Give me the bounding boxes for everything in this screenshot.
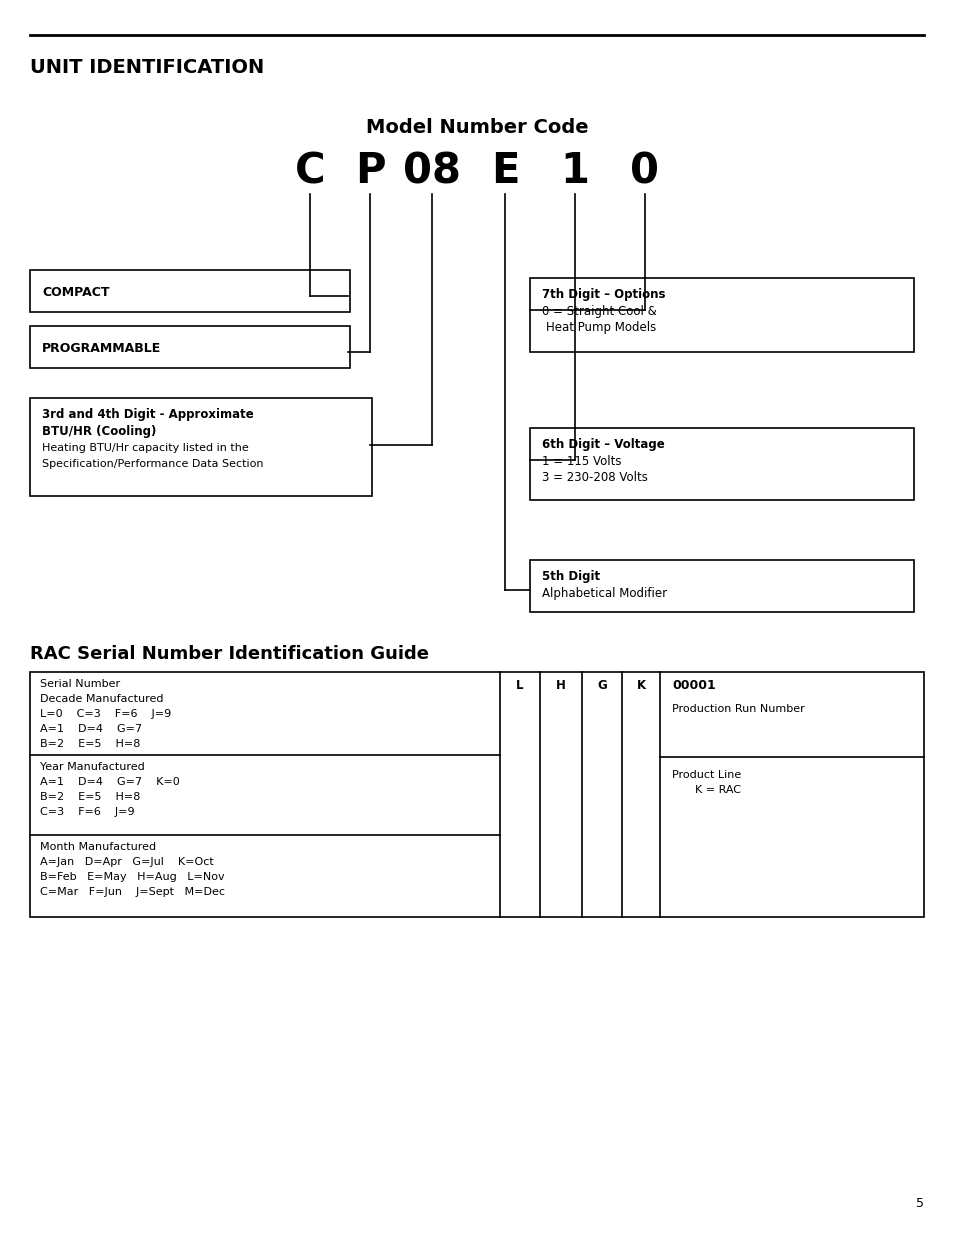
Text: 0 = Straight Cool &: 0 = Straight Cool & [541, 305, 656, 317]
Text: B=Feb   E=May   H=Aug   L=Nov: B=Feb E=May H=Aug L=Nov [40, 872, 224, 882]
Text: PROGRAMMABLE: PROGRAMMABLE [42, 342, 161, 356]
Text: Alphabetical Modifier: Alphabetical Modifier [541, 587, 666, 600]
Text: C=3    F=6    J=9: C=3 F=6 J=9 [40, 806, 134, 818]
Text: A=Jan   D=Apr   G=Jul    K=Oct: A=Jan D=Apr G=Jul K=Oct [40, 857, 213, 867]
Text: 3rd and 4th Digit - Approximate: 3rd and 4th Digit - Approximate [42, 408, 253, 421]
Bar [530, 429, 913, 500]
Text: Specification/Performance Data Section: Specification/Performance Data Section [42, 459, 263, 469]
Bar [30, 398, 372, 496]
Text: 5th Digit: 5th Digit [541, 571, 599, 583]
Text: Decade Manufactured: Decade Manufactured [40, 694, 163, 704]
Text: C: C [294, 149, 325, 191]
Text: RAC Serial Number Identification Guide: RAC Serial Number Identification Guide [30, 645, 429, 663]
Text: Product Line: Product Line [671, 769, 740, 781]
Text: A=1    D=4    G=7    K=0: A=1 D=4 G=7 K=0 [40, 777, 179, 787]
Text: K = RAC: K = RAC [695, 785, 740, 795]
Text: 08: 08 [402, 149, 460, 191]
Text: 1 = 115 Volts: 1 = 115 Volts [541, 454, 620, 468]
Text: Serial Number: Serial Number [40, 679, 120, 689]
Text: B=2    E=5    H=8: B=2 E=5 H=8 [40, 792, 140, 802]
Text: Production Run Number: Production Run Number [671, 704, 804, 714]
Text: 1: 1 [560, 149, 589, 191]
Text: E: E [490, 149, 518, 191]
Text: 7th Digit – Options: 7th Digit – Options [541, 288, 665, 301]
Text: K: K [636, 679, 645, 692]
Text: 5: 5 [915, 1197, 923, 1210]
Bar [530, 278, 913, 352]
Text: COMPACT: COMPACT [42, 287, 110, 300]
Text: BTU/HR (Cooling): BTU/HR (Cooling) [42, 425, 156, 438]
Bar [30, 270, 350, 312]
Text: 3 = 230-208 Volts: 3 = 230-208 Volts [541, 471, 647, 484]
Text: B=2    E=5    H=8: B=2 E=5 H=8 [40, 739, 140, 748]
Text: C=Mar   F=Jun    J=Sept   M=Dec: C=Mar F=Jun J=Sept M=Dec [40, 887, 225, 897]
Text: H: H [556, 679, 565, 692]
Bar [30, 326, 350, 368]
Text: L=0    C=3    F=6    J=9: L=0 C=3 F=6 J=9 [40, 709, 172, 719]
Text: 6th Digit – Voltage: 6th Digit – Voltage [541, 438, 664, 451]
Text: 0: 0 [630, 149, 659, 191]
Text: Model Number Code: Model Number Code [365, 119, 588, 137]
Text: Heat Pump Models: Heat Pump Models [545, 321, 656, 333]
Text: L: L [516, 679, 523, 692]
Text: Month Manufactured: Month Manufactured [40, 842, 156, 852]
Text: A=1    D=4    G=7: A=1 D=4 G=7 [40, 724, 142, 734]
Bar [530, 559, 913, 613]
Text: G: G [597, 679, 606, 692]
Bar [30, 672, 923, 918]
Text: P: P [355, 149, 385, 191]
Text: UNIT IDENTIFICATION: UNIT IDENTIFICATION [30, 58, 264, 77]
Text: Heating BTU/Hr capacity listed in the: Heating BTU/Hr capacity listed in the [42, 443, 249, 453]
Text: Year Manufactured: Year Manufactured [40, 762, 145, 772]
Text: 00001: 00001 [671, 679, 715, 692]
